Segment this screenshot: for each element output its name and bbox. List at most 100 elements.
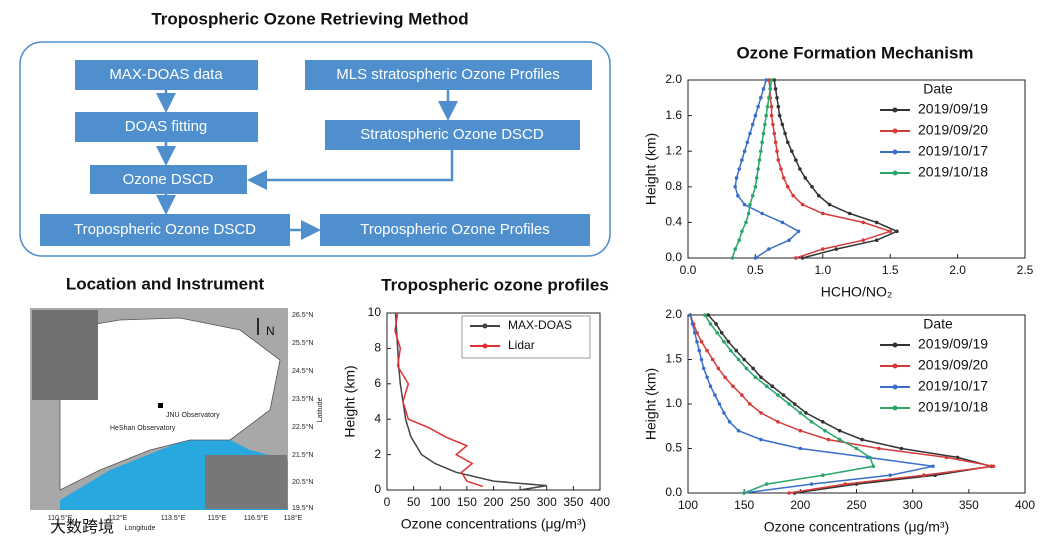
y-tick-label: 6 [374, 376, 381, 390]
series-point [733, 185, 737, 189]
series-point [779, 167, 783, 171]
legend-marker [892, 170, 898, 176]
series-point [809, 482, 814, 486]
series-point [821, 211, 825, 216]
series-point [727, 420, 732, 424]
x-axis-label: HCHO/NO₂ [821, 284, 893, 300]
series-point [764, 113, 768, 118]
watermark: 大数跨境 [50, 517, 114, 536]
site-marker [158, 403, 163, 408]
x-tick-label: 400 [1015, 498, 1035, 512]
legend-label: 2019/09/20 [918, 122, 988, 138]
x-tick-label: 200 [790, 498, 810, 512]
x-tick-label: 300 [903, 498, 923, 512]
series-point [719, 331, 724, 335]
series-point [888, 473, 892, 478]
series-point [730, 256, 735, 260]
series-point [787, 491, 791, 495]
series-point [742, 357, 746, 362]
series-point [877, 446, 881, 451]
series-point [714, 322, 718, 326]
series-line [773, 79, 899, 259]
series-point [834, 247, 839, 251]
series-point [756, 167, 760, 171]
series-point [763, 122, 767, 127]
series-point [787, 402, 791, 406]
node-label: Ozone DSCD [123, 171, 214, 188]
series-point [757, 158, 762, 162]
lat-label: 20.5°N [292, 478, 313, 486]
series-point [794, 158, 798, 162]
y-axis-label: Height (km) [643, 133, 659, 205]
series-point [756, 104, 760, 109]
series-point [796, 229, 801, 234]
series-point [744, 220, 748, 225]
lat-label: 26.5°N [292, 311, 313, 319]
legend-marker [482, 323, 488, 329]
legend-title: Date [923, 81, 953, 97]
series-point [742, 149, 747, 153]
x-axis-label: Ozone concentrations (μg/m³) [401, 516, 586, 532]
series-point [688, 313, 693, 317]
y-tick-label: 8 [374, 341, 381, 355]
series-point [708, 322, 713, 326]
series-point [731, 384, 735, 389]
x-tick-label: 350 [959, 498, 979, 512]
lon-label: 115°E [208, 514, 227, 522]
lat-label: 21.5°N [292, 451, 313, 459]
series-point [740, 158, 744, 162]
series-point [821, 420, 825, 424]
series-point [742, 491, 746, 495]
series-point [874, 238, 879, 242]
series-point [771, 122, 775, 127]
node [90, 165, 247, 194]
series-point [736, 193, 740, 198]
y-tick-label: 2 [374, 447, 381, 461]
flowchart-title: Tropospheric Ozone Retrieving Method [151, 9, 468, 28]
y-tick-label: 1.5 [665, 352, 682, 366]
series-point [744, 366, 749, 371]
series-point [737, 238, 742, 242]
x-tick-label: 0 [384, 495, 391, 509]
x-tick-label: 150 [734, 498, 754, 512]
series-point [775, 149, 779, 153]
series-point [758, 149, 763, 153]
lon-label: 116.5°E [244, 514, 269, 522]
x-tick-label: 300 [537, 495, 557, 509]
series-point [759, 437, 763, 442]
series-point [772, 78, 777, 82]
y-tick-label: 0.4 [665, 215, 682, 229]
lat-label: 25.5°N [292, 339, 313, 347]
node [305, 60, 592, 90]
series-point [695, 339, 699, 344]
series-point [751, 366, 755, 371]
series-point [792, 402, 797, 406]
series-point [699, 357, 704, 362]
series-point [761, 87, 766, 91]
series-point [810, 185, 814, 189]
series-point [723, 375, 727, 380]
series-point [791, 193, 795, 198]
series-point [991, 464, 996, 469]
series-point [847, 211, 852, 216]
lon-label: 112°E [109, 514, 128, 522]
series-point [747, 402, 752, 406]
series-point [775, 96, 779, 100]
series-point [922, 473, 926, 478]
legend-label: Lidar [508, 338, 535, 352]
series-point [726, 339, 731, 344]
x-tick-label: 250 [510, 495, 530, 509]
series-point [785, 185, 790, 189]
legend-marker [892, 384, 898, 390]
series-point [753, 375, 758, 380]
legend-marker [892, 363, 898, 369]
lon-label: 118°E [284, 514, 303, 522]
series-point [767, 247, 771, 251]
series-point [754, 176, 759, 180]
node-label: DOAS fitting [125, 118, 208, 135]
legend-title: Date [923, 316, 953, 332]
series-point [770, 384, 775, 389]
series-point [734, 176, 739, 180]
series-point [760, 211, 764, 216]
series-point [722, 411, 726, 415]
